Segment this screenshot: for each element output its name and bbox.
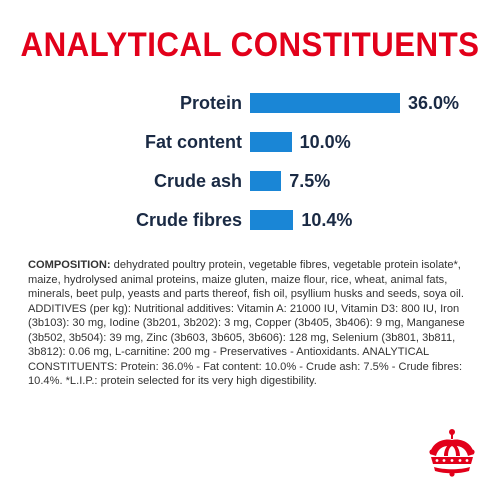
constituents-bar-chart: Protein 36.0% Fat content 10.0% Crude ash 7.5… xyxy=(0,92,500,231)
bar-row-crude-ash: Crude ash 7.5% xyxy=(0,170,500,192)
bar-label: Fat content xyxy=(145,132,242,152)
crown-icon xyxy=(429,429,475,477)
bar-label: Protein xyxy=(179,93,242,113)
page-title: ANALYTICAL CONSTITUENTS xyxy=(20,26,480,64)
composition-body: dehydrated poultry protein, vegetable fi… xyxy=(28,259,465,387)
bar-row-fat-content: Fat content 10.0% xyxy=(0,131,500,153)
bar xyxy=(250,210,294,230)
bar-row-crude-fibres: Crude fibres 10.4% xyxy=(0,209,500,231)
composition-text: COMPOSITION: dehydrated poultry protein,… xyxy=(28,258,476,389)
composition-heading: COMPOSITION: xyxy=(28,259,111,271)
bar-value-label: 36.0% xyxy=(408,93,460,113)
bar xyxy=(250,171,282,191)
bar-value-label: 7.5% xyxy=(289,171,331,191)
bar-value-label: 10.4% xyxy=(301,210,353,230)
bar xyxy=(250,93,400,113)
bar-value-label: 10.0% xyxy=(299,132,351,152)
bar xyxy=(250,132,292,152)
bar-label: Crude fibres xyxy=(135,210,242,230)
bar-row-protein: Protein 36.0% xyxy=(0,92,500,114)
bar-label: Crude ash xyxy=(153,171,242,191)
